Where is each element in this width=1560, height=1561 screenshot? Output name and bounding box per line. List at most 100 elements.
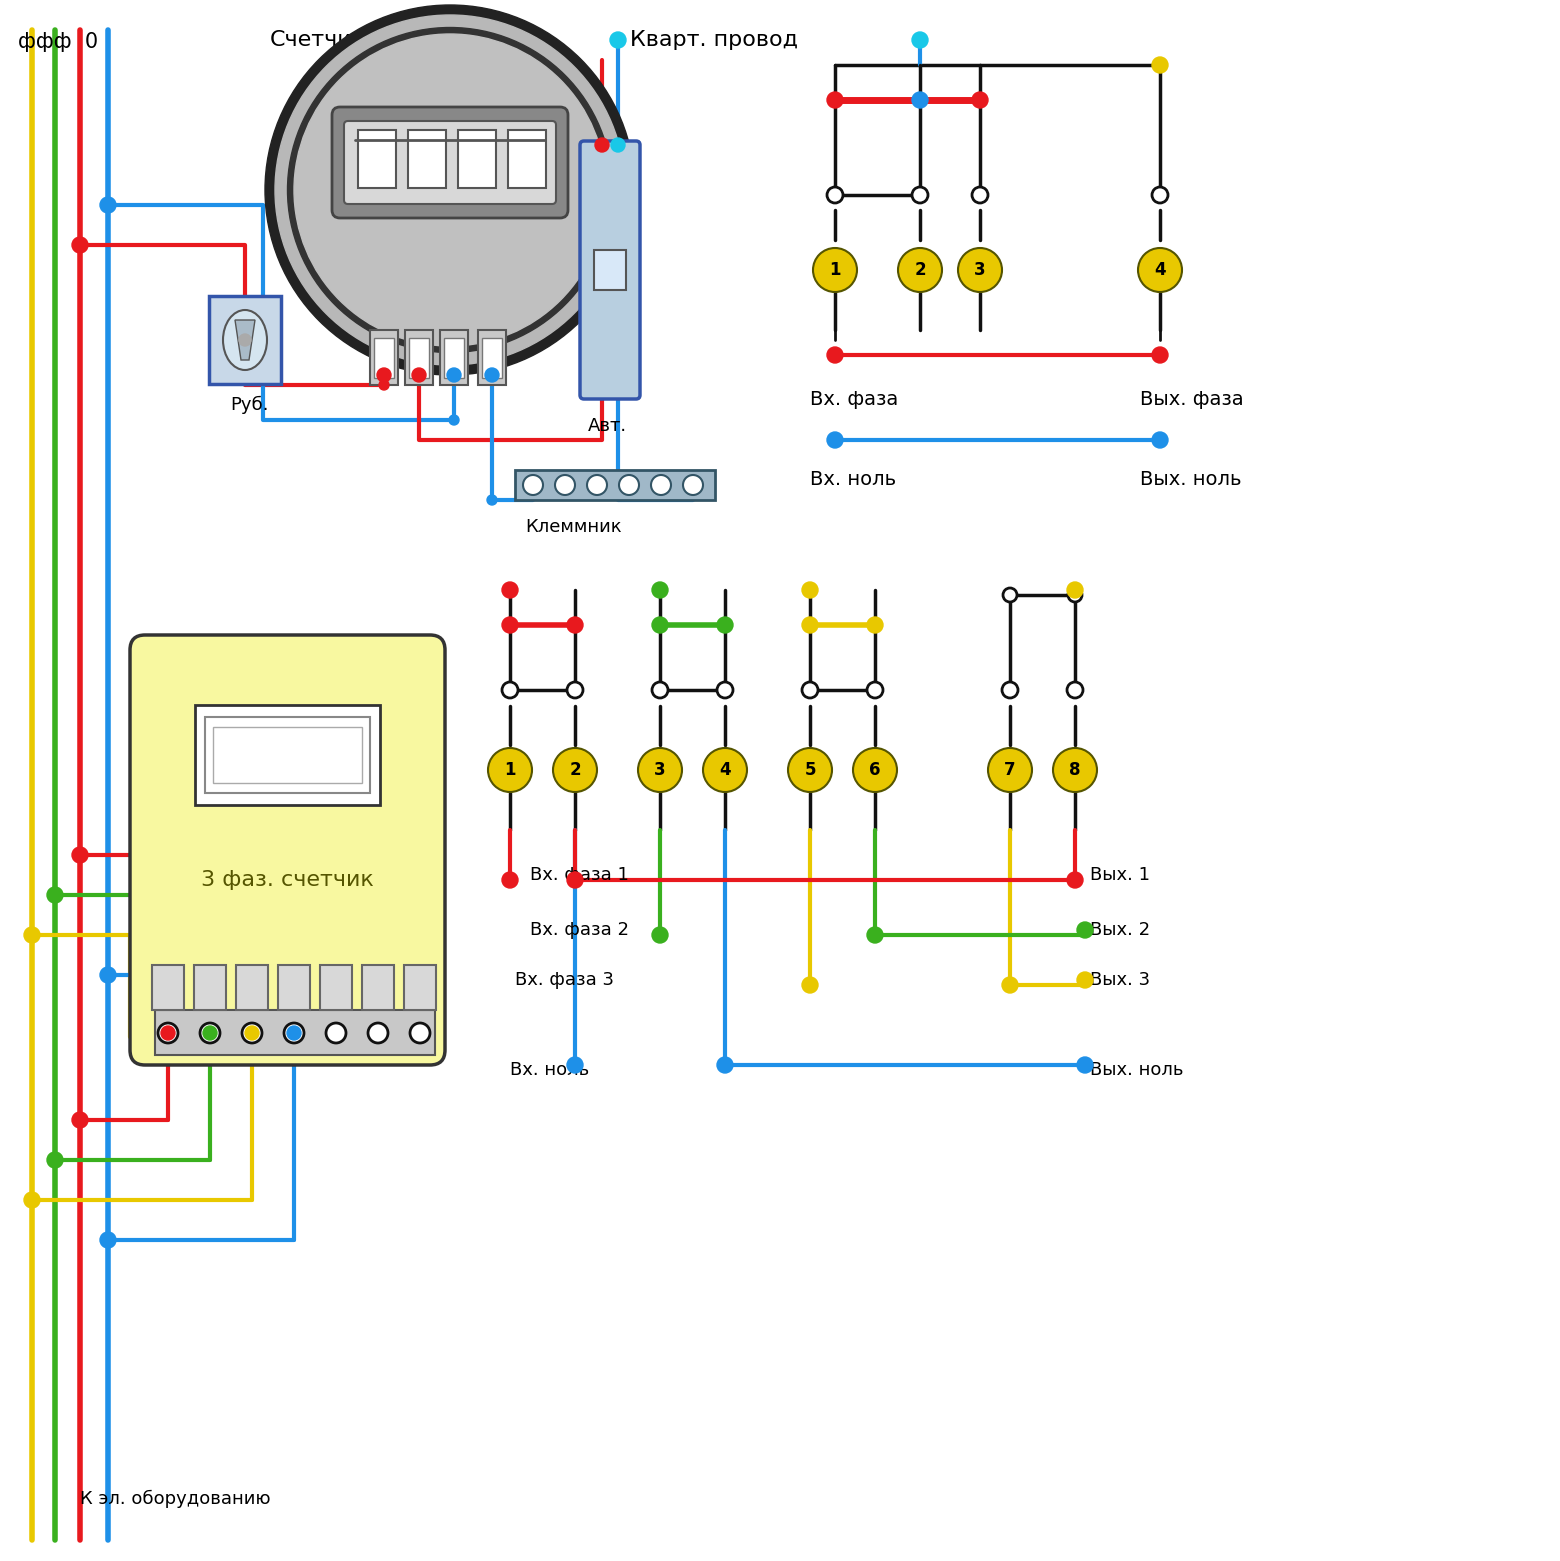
Circle shape: [72, 848, 87, 863]
Bar: [515, 470, 714, 500]
Bar: [374, 339, 395, 378]
Circle shape: [638, 748, 682, 791]
Text: 7: 7: [1005, 762, 1016, 779]
FancyBboxPatch shape: [332, 108, 568, 219]
Circle shape: [802, 582, 817, 598]
Circle shape: [566, 1057, 583, 1072]
Text: Счетчик: Счетчик: [270, 30, 367, 50]
Circle shape: [1069, 588, 1083, 603]
Circle shape: [449, 415, 459, 425]
Circle shape: [523, 475, 543, 495]
Text: 4: 4: [719, 762, 730, 779]
Circle shape: [410, 1022, 431, 1043]
Circle shape: [72, 237, 87, 253]
Text: ффф  0: ффф 0: [19, 31, 98, 52]
Circle shape: [100, 1232, 115, 1247]
Circle shape: [487, 495, 498, 506]
Circle shape: [488, 748, 532, 791]
Ellipse shape: [223, 311, 267, 370]
Circle shape: [100, 197, 115, 212]
Circle shape: [612, 137, 626, 151]
Bar: [409, 130, 446, 187]
Circle shape: [1002, 682, 1019, 698]
Text: Вх. ноль: Вх. ноль: [810, 470, 895, 489]
Circle shape: [47, 887, 62, 902]
Circle shape: [485, 368, 499, 382]
Polygon shape: [236, 320, 254, 361]
Circle shape: [652, 582, 668, 598]
Bar: [509, 130, 546, 187]
Circle shape: [552, 748, 597, 791]
Circle shape: [867, 927, 883, 943]
Circle shape: [1067, 682, 1083, 698]
Bar: [409, 339, 429, 378]
FancyBboxPatch shape: [580, 140, 640, 400]
Circle shape: [718, 682, 733, 698]
Text: Клеммник: Клеммник: [526, 518, 621, 535]
Circle shape: [867, 682, 883, 698]
Text: 8: 8: [1069, 762, 1081, 779]
Circle shape: [1076, 973, 1094, 988]
Circle shape: [652, 682, 668, 698]
Text: Вх. фаза 1: Вх. фаза 1: [530, 866, 629, 884]
Ellipse shape: [287, 28, 613, 353]
Text: К эл. оборудованию: К эл. оборудованию: [80, 1491, 270, 1508]
Circle shape: [587, 475, 607, 495]
Circle shape: [100, 966, 115, 983]
Circle shape: [619, 475, 640, 495]
Circle shape: [23, 927, 41, 943]
FancyBboxPatch shape: [345, 122, 555, 204]
Circle shape: [958, 248, 1002, 292]
Circle shape: [158, 1022, 178, 1043]
Circle shape: [287, 1026, 301, 1040]
Bar: [154, 1010, 435, 1055]
Circle shape: [704, 748, 747, 791]
Circle shape: [867, 617, 883, 634]
Circle shape: [502, 873, 518, 888]
Circle shape: [239, 334, 251, 347]
Circle shape: [1151, 432, 1168, 448]
Circle shape: [1151, 58, 1168, 73]
Text: Вых. 1: Вых. 1: [1090, 866, 1150, 884]
Circle shape: [326, 1022, 346, 1043]
Bar: [362, 965, 395, 1010]
Circle shape: [987, 748, 1033, 791]
Circle shape: [1053, 748, 1097, 791]
Circle shape: [412, 368, 426, 382]
Circle shape: [652, 927, 668, 943]
Circle shape: [610, 31, 626, 48]
Circle shape: [652, 617, 668, 634]
Circle shape: [242, 1022, 262, 1043]
Circle shape: [899, 248, 942, 292]
Text: 3: 3: [654, 762, 666, 779]
Circle shape: [913, 31, 928, 48]
Text: Вых. ноль: Вых. ноль: [1140, 470, 1242, 489]
Bar: [445, 339, 463, 378]
Circle shape: [1002, 977, 1019, 993]
Text: Авт.: Авт.: [588, 417, 627, 436]
Circle shape: [651, 475, 671, 495]
Ellipse shape: [293, 34, 605, 347]
Text: Вх. фаза 2: Вх. фаза 2: [530, 921, 629, 940]
Bar: [204, 716, 370, 793]
Circle shape: [788, 748, 831, 791]
Circle shape: [1137, 248, 1182, 292]
Circle shape: [1067, 582, 1083, 598]
Text: Вых. 3: Вых. 3: [1090, 971, 1150, 990]
Bar: [482, 339, 502, 378]
Circle shape: [566, 682, 583, 698]
Text: Вых. фаза: Вых. фаза: [1140, 390, 1243, 409]
Bar: [195, 706, 381, 805]
Circle shape: [200, 1022, 220, 1043]
Bar: [459, 130, 496, 187]
Circle shape: [1076, 923, 1094, 938]
Circle shape: [913, 187, 928, 203]
Circle shape: [1151, 347, 1168, 364]
Circle shape: [368, 1022, 388, 1043]
Bar: [193, 965, 226, 1010]
Circle shape: [203, 1026, 217, 1040]
Circle shape: [827, 347, 842, 364]
Circle shape: [378, 368, 392, 382]
Circle shape: [502, 617, 518, 634]
Circle shape: [1076, 1057, 1094, 1072]
